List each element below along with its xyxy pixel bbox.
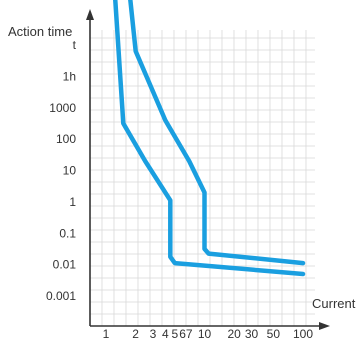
curves [113,0,306,277]
chart-grid [90,30,315,326]
y-axis-arrow [86,9,94,20]
x-tick-label: 30 [245,327,259,341]
x-tick-label: 100 [293,327,313,341]
x-tick-label: 4 [162,327,169,341]
x-tick-label: 10 [198,327,212,341]
curve-2 [128,0,306,266]
x-tick-label: 2 [132,327,139,341]
x-tick-label: 50 [267,327,281,341]
y-tick-label: 0.1 [59,226,76,240]
x-tick-label: 5 [172,327,179,341]
y-tick-label: t [73,38,77,52]
x-tick-label: 20 [227,327,241,341]
y-tick-label: 1 [69,195,76,209]
x-tick-label: 3 [150,327,157,341]
curve-1 [113,0,306,277]
x-tick-label: 1 [103,327,110,341]
y-tick-label: 1000 [49,101,76,115]
x-tick-label: 7 [186,327,193,341]
tick-labels: 1 2 3 4 5 6 7 10 20 30 50 100 0.001 0.01 0.1 1 10 100 1000… [46,38,313,341]
x-axis-label: Current [312,296,356,311]
x-axis-arrow [319,322,330,330]
y-axis-label: Action time [8,24,72,39]
x-tick-label: 6 [179,327,186,341]
y-tick-label: 10 [63,164,77,178]
axes [86,9,330,330]
y-tick-label: 1h [63,69,76,83]
y-tick-label: 100 [56,132,76,146]
y-tick-label: 0.001 [46,289,76,303]
y-tick-label: 0.01 [53,258,77,272]
